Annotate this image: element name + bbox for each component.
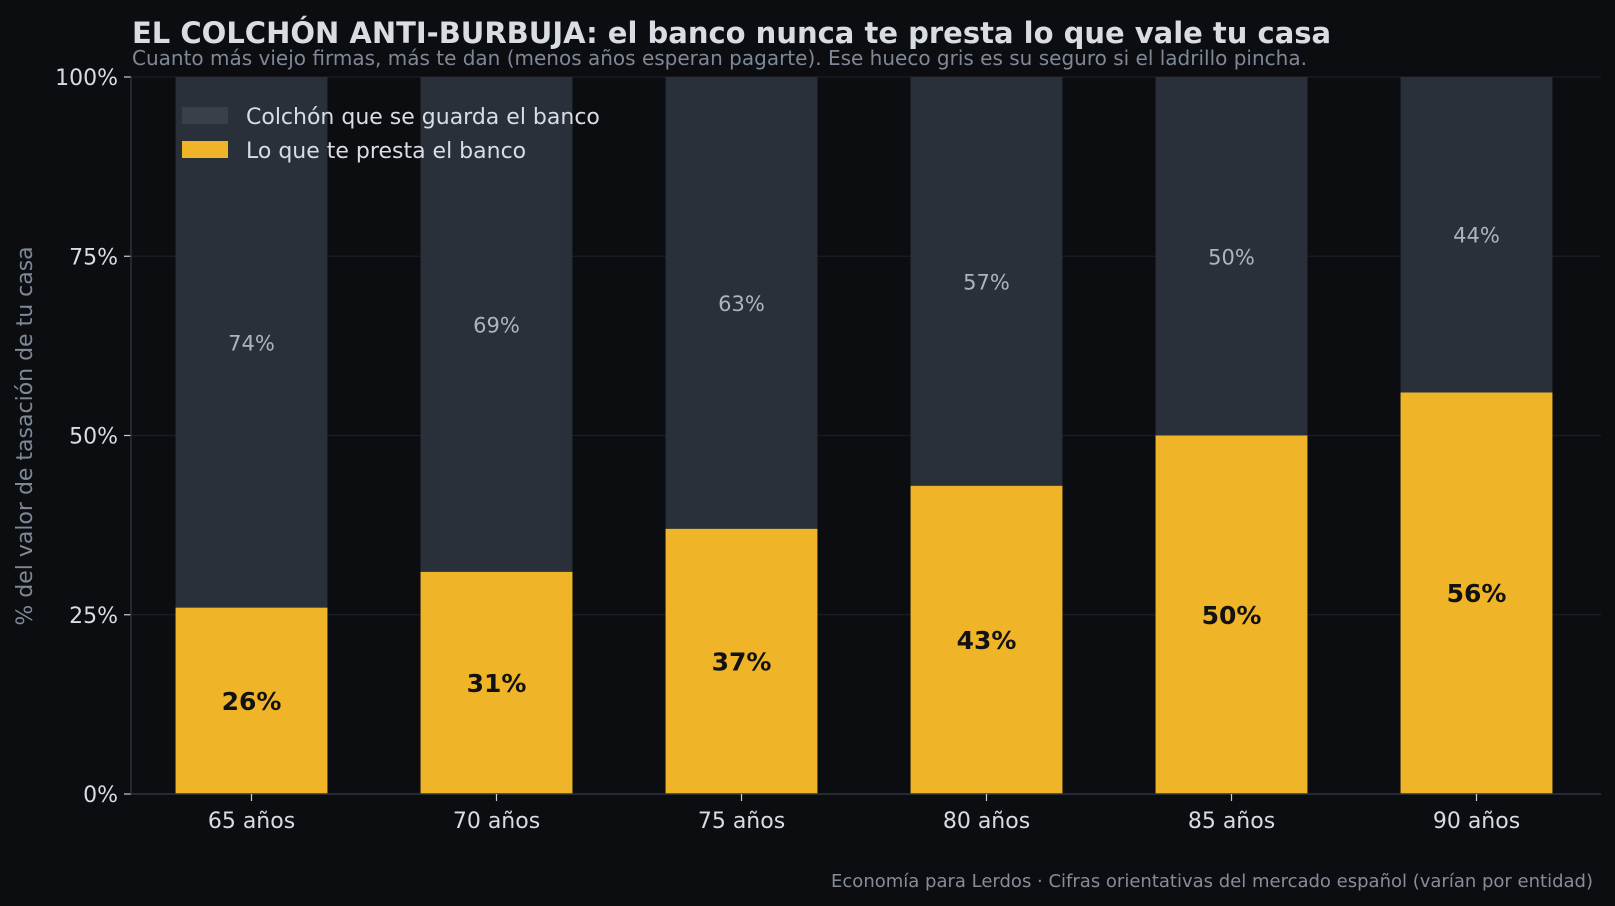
data-label-lent: 43% <box>957 626 1017 655</box>
data-label-lent: 31% <box>467 669 527 698</box>
y-tick-label: 75% <box>69 245 118 270</box>
x-tick-label: 90 años <box>1433 809 1520 834</box>
data-label-cushion: 63% <box>718 292 765 316</box>
y-tick-label: 100% <box>55 66 118 91</box>
legend: Colchón que se guarda el banco Lo que te … <box>182 105 600 164</box>
bar-cushion <box>420 77 573 572</box>
bar-cushion <box>910 77 1063 486</box>
bar-lent <box>420 571 573 794</box>
chart-subtitle: Cuanto más viejo firmas, más te dan (men… <box>132 46 1307 70</box>
bar-lent <box>910 485 1063 794</box>
data-label-cushion: 69% <box>473 313 520 337</box>
y-axis-label: % del valor de tasación de tu casa <box>13 246 38 625</box>
gridlines <box>131 76 1601 616</box>
bar-cushion <box>665 77 818 529</box>
bar-lent <box>1400 392 1553 794</box>
axes: 0% 25% 50% 75% 100% 65 años 70 años 75 años 80 a… <box>55 66 1601 834</box>
data-label-lent: 50% <box>1202 601 1262 630</box>
bars <box>175 77 1553 794</box>
data-label-lent: 37% <box>712 647 772 676</box>
x-tick-label: 75 años <box>698 809 785 834</box>
y-tick-label: 50% <box>69 425 118 450</box>
data-label-lent: 56% <box>1447 579 1507 608</box>
bar-cushion <box>1400 77 1553 393</box>
chart-title: EL COLCHÓN ANTI-BURBUJA: el banco nunca … <box>132 16 1331 50</box>
legend-swatch <box>182 107 228 124</box>
bar-lent <box>665 528 818 794</box>
x-tick-label: 80 años <box>943 809 1030 834</box>
legend-label: Colchón que se guarda el banco <box>246 105 600 130</box>
bar-lent <box>1155 435 1308 794</box>
chart-footer: Economía para Lerdos · Cifras orientativ… <box>831 871 1593 892</box>
bar-cushion <box>1155 77 1308 436</box>
data-label-cushion: 50% <box>1208 245 1255 269</box>
data-label-cushion: 57% <box>963 270 1010 294</box>
data-labels: 26% 74% 31% 69% 37% 63% 43% 57% 50% 50% 56% 44% <box>222 224 1507 716</box>
data-label-cushion: 44% <box>1453 224 1500 248</box>
data-label-lent: 26% <box>222 687 282 716</box>
bar-cushion <box>175 77 328 608</box>
x-tick-label: 65 años <box>208 809 295 834</box>
y-tick-label: 25% <box>69 604 118 629</box>
legend-swatch <box>182 141 228 158</box>
x-tick-label: 70 años <box>453 809 540 834</box>
x-tick-label: 85 años <box>1188 809 1275 834</box>
y-tick-label: 0% <box>83 783 118 808</box>
legend-label: Lo que te presta el banco <box>246 139 526 164</box>
data-label-cushion: 74% <box>228 331 275 355</box>
bar-lent <box>175 607 328 794</box>
